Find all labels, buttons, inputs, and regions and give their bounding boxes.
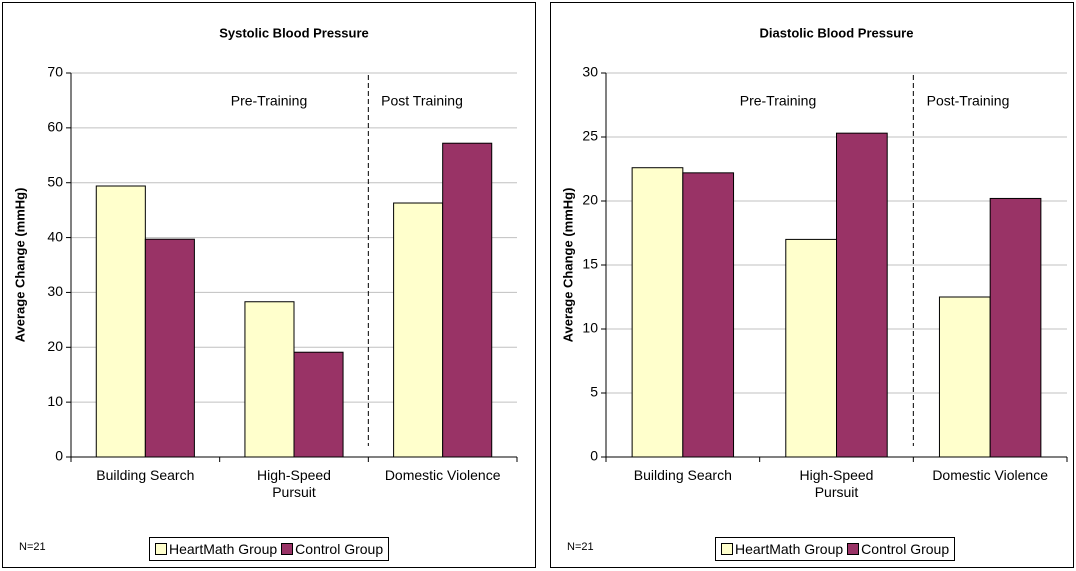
legend-swatch <box>281 543 294 555</box>
y-tick-label: 30 <box>47 283 63 299</box>
bar <box>785 238 837 458</box>
legend-label: HeartMath Group <box>169 541 278 557</box>
y-tick-label: 50 <box>47 173 63 189</box>
legend-label: HeartMath Group <box>735 541 844 557</box>
bar <box>442 142 493 458</box>
x-tick-label: Domestic Violence <box>384 467 501 483</box>
y-axis-label: Average Change (mmHg) <box>12 188 27 343</box>
bar <box>989 197 1042 458</box>
y-tick-label: 5 <box>590 384 598 400</box>
y-tick-label: 0 <box>55 448 63 464</box>
y-tick-label: 40 <box>47 228 63 244</box>
chart-title: Systolic Blood Pressure <box>219 25 369 40</box>
y-tick-label: 20 <box>47 338 63 354</box>
legend: HeartMath Group Control Group <box>715 537 956 561</box>
y-axis-label: Average Change (mmHg) <box>560 188 575 343</box>
legend-swatch <box>721 543 733 555</box>
x-tick-label: High-Speed Pursuit <box>257 467 331 500</box>
chart-panel: 0 5 10 15 20 25 30 Diastolic Blood Pressure Aver… <box>550 2 1074 568</box>
bar <box>293 351 344 458</box>
bar <box>393 202 444 458</box>
note: N=21 <box>567 541 594 553</box>
bar <box>836 132 888 458</box>
chart-panel: 0 10 20 30 40 50 60 70 Systolic Blood Pressure Av… <box>2 2 536 568</box>
bar <box>244 301 295 458</box>
bar <box>95 185 146 458</box>
legend-label: Control Group <box>861 541 950 557</box>
x-tick-label: Building Search <box>633 467 732 483</box>
y-tick-label: 60 <box>47 119 63 135</box>
legend-label: Control Group <box>295 541 384 557</box>
legend-item: HeartMath Group <box>155 541 277 557</box>
bar <box>938 296 991 458</box>
annotation: Pre-Training <box>231 93 308 109</box>
y-tick-label: 20 <box>582 192 598 208</box>
legend: HeartMath Group Control Group <box>149 537 390 561</box>
legend-item: HeartMath Group <box>721 541 843 557</box>
legend-item: Control Group <box>847 541 949 557</box>
y-tick-label: 15 <box>582 256 598 272</box>
y-tick-label: 10 <box>582 320 598 336</box>
x-tick-label: Building Search <box>96 467 195 483</box>
y-tick-label: 10 <box>47 393 63 409</box>
legend-swatch <box>847 543 860 555</box>
y-tick-label: 25 <box>582 128 598 144</box>
x-tick-label: High-Speed Pursuit <box>799 467 874 500</box>
annotation: Post-Training <box>927 93 1010 109</box>
bar <box>144 238 195 458</box>
note: N=21 <box>19 541 46 553</box>
legend-item: Control Group <box>281 541 383 557</box>
bar <box>631 167 684 458</box>
x-tick-label: Domestic Violence <box>932 467 1048 483</box>
bar <box>682 172 735 458</box>
y-tick-label: 0 <box>590 448 598 464</box>
y-tick-label: 70 <box>47 64 63 80</box>
y-tick-label: 30 <box>582 64 598 80</box>
annotation: Pre-Training <box>740 93 817 109</box>
chart: 0 10 20 30 40 50 60 70 Systolic Blood Pressure Av… <box>12 25 518 464</box>
chart: 0 5 10 15 20 25 30 Diastolic Blood Pressure Aver… <box>560 25 1068 464</box>
chart-title: Diastolic Blood Pressure <box>760 25 914 40</box>
legend-swatch <box>155 543 167 555</box>
annotation: Post Training <box>381 93 463 109</box>
